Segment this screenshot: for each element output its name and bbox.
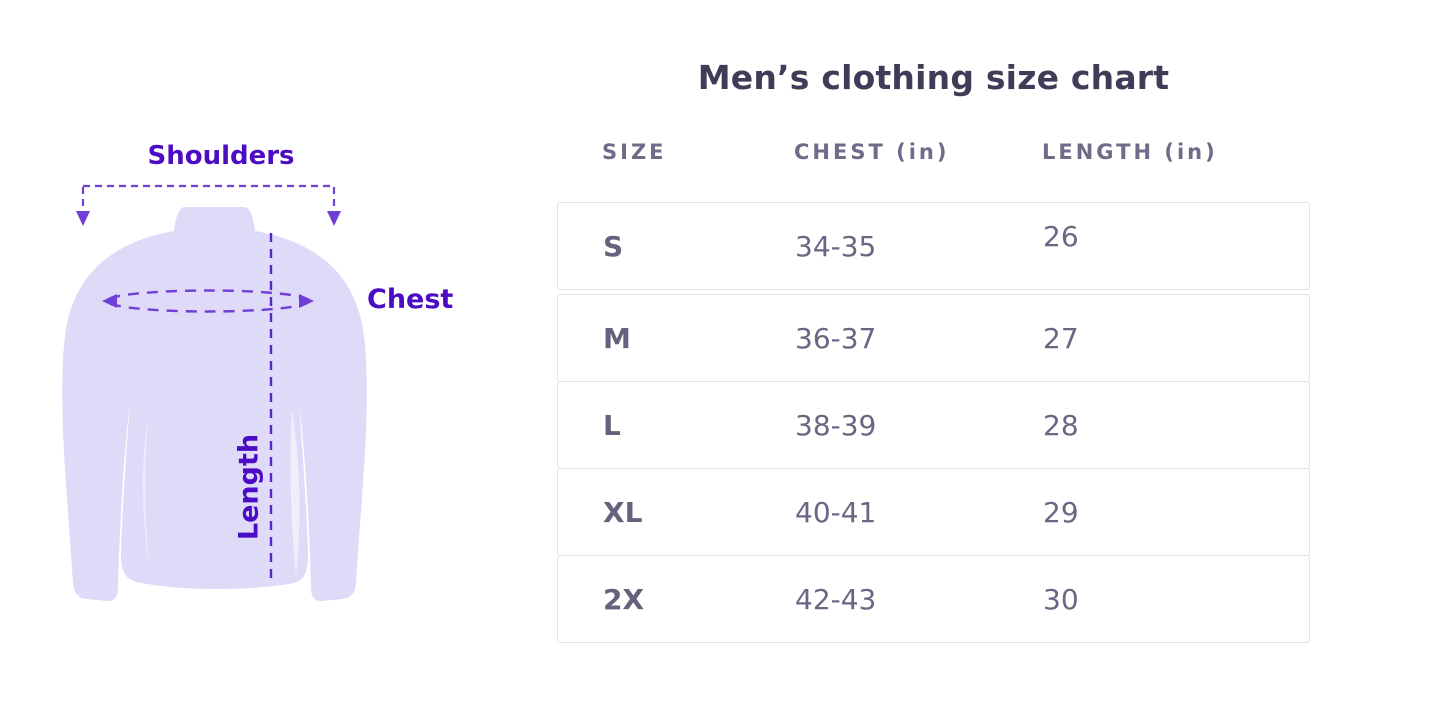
size-value: 2X: [603, 582, 645, 616]
length-value: 30: [1043, 582, 1079, 616]
chest-value: 40-41: [795, 495, 877, 529]
length-value: 28: [1043, 408, 1079, 442]
size-value: M: [603, 321, 631, 355]
column-header-size: SIZE: [602, 140, 667, 164]
shirt-shape: [62, 207, 367, 601]
length-value: 26: [1043, 219, 1079, 253]
table-row: M 36-37 27: [557, 294, 1310, 382]
shirt-diagram-graphic: [62, 184, 367, 601]
chest-label: Chest: [367, 284, 454, 315]
table-row: S 34-35 26: [557, 202, 1310, 290]
size-value: XL: [603, 495, 643, 529]
size-value: L: [603, 408, 621, 442]
table-row: 2X 42-43 30: [557, 555, 1310, 643]
page-title: Men’s clothing size chart: [697, 58, 1170, 97]
shirt-crease-highlight: [142, 420, 150, 570]
chest-value: 36-37: [795, 321, 877, 355]
table-header-row: SIZE CHEST (in) LENGTH (in): [557, 140, 1310, 164]
size-table-body: S 34-35 26 M 36-37 27 L 38-39 28 XL 40-4…: [557, 202, 1310, 643]
shoulders-arrowhead-right: [327, 211, 341, 226]
column-header-chest: CHEST (in): [794, 140, 950, 164]
column-header-length: LENGTH (in): [1042, 140, 1218, 164]
length-label: Length: [233, 433, 265, 541]
size-value: S: [603, 229, 624, 263]
chest-value: 34-35: [795, 229, 877, 263]
table-row: XL 40-41 29: [557, 468, 1310, 556]
shoulders-label: Shoulders: [147, 141, 295, 171]
chest-value: 42-43: [795, 582, 877, 616]
chest-value: 38-39: [795, 408, 877, 442]
shirt-measurement-diagram: Shoulders Chest Length: [0, 0, 520, 725]
shoulders-arrowhead-left: [76, 211, 90, 226]
chest-arrowhead-left: [102, 294, 117, 308]
chest-arrowhead-right: [299, 294, 314, 308]
shirt-crease-highlight: [290, 410, 300, 575]
length-value: 29: [1043, 495, 1079, 529]
length-value: 27: [1043, 321, 1079, 355]
shoulders-arrow: [81, 184, 336, 212]
table-row: L 38-39 28: [557, 381, 1310, 469]
